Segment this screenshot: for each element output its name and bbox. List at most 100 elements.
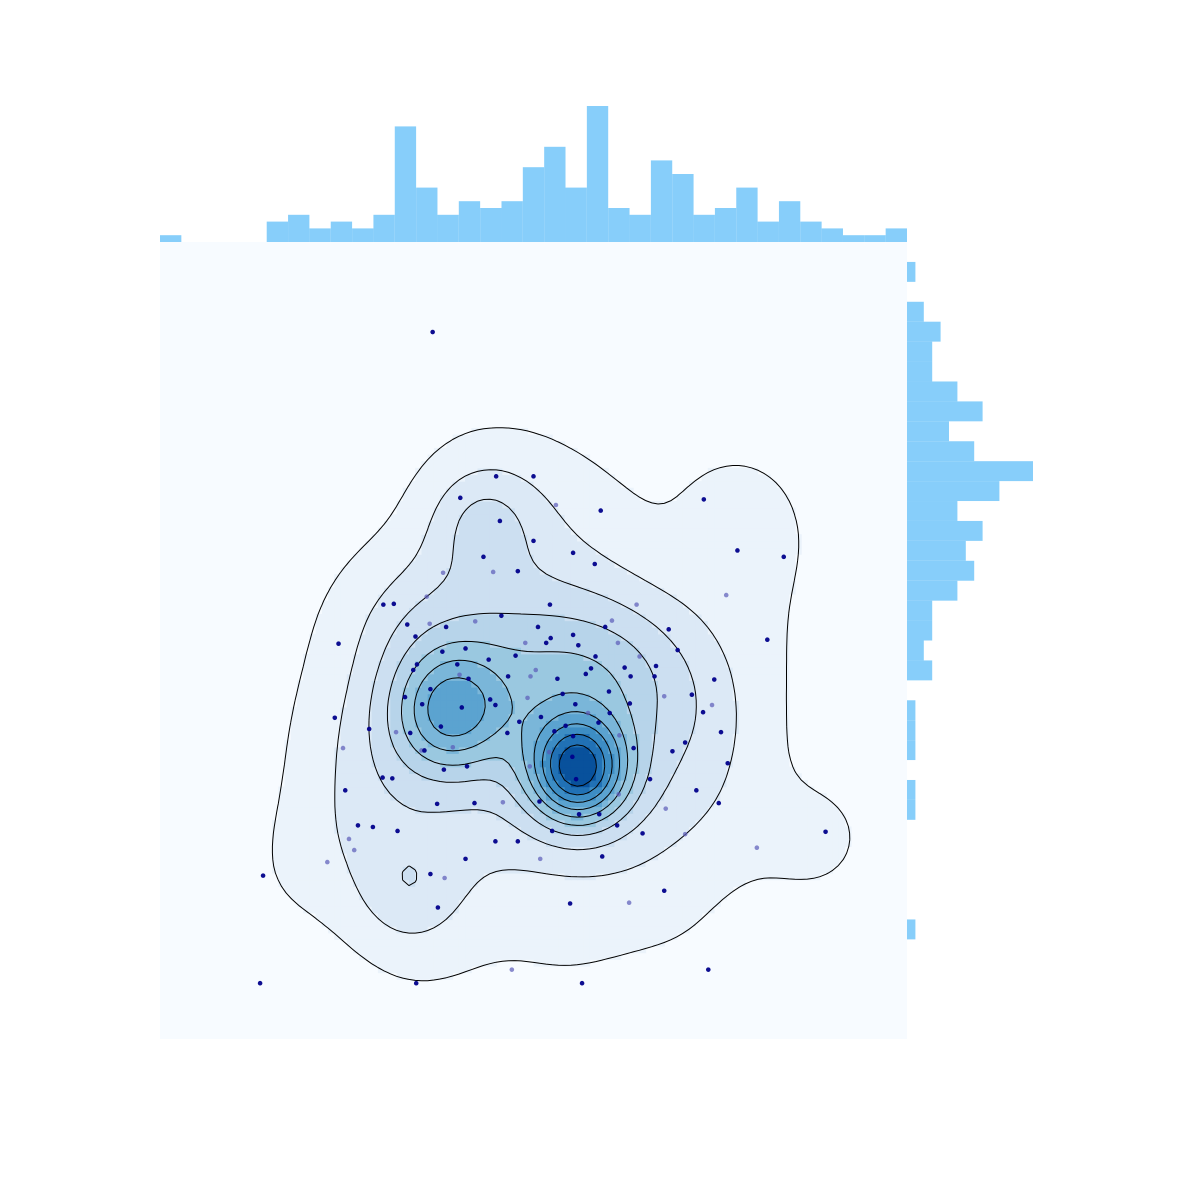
kde-fill-cell: [601, 892, 609, 901]
kde-fill-cell: [651, 640, 659, 648]
kde-fill-cell: [533, 534, 541, 542]
kde-fill-cell: [296, 746, 304, 755]
kde-fill-cell: [433, 534, 441, 542]
kde-fill-cell: [558, 700, 566, 708]
kde-fill-cell: [757, 580, 765, 588]
kde-fill-cell: [757, 700, 765, 708]
kde-fill-cell: [402, 959, 410, 967]
kde-fill-cell: [496, 926, 503, 934]
kde-fill-cell: [321, 627, 329, 635]
kde-fill-cell: [738, 753, 746, 761]
kde-fill-cell: [446, 886, 454, 894]
kde-fill-cell: [346, 773, 354, 781]
kde-fill-cell: [502, 607, 510, 615]
kde-fill-cell: [465, 627, 472, 635]
kde-fill-cell: [433, 607, 441, 615]
kde-fill-cell: [514, 607, 522, 615]
kde-fill-cell: [595, 607, 603, 615]
kde-fill-cell: [514, 534, 522, 542]
kde-fill-cell: [477, 853, 485, 861]
kde-fill-cell: [770, 680, 777, 688]
kde-fill-cell: [601, 640, 609, 648]
kde-fill-cell: [695, 892, 703, 901]
kde-fill-cell: [489, 793, 497, 801]
kde-fill-cell: [695, 912, 703, 921]
kde-fill-cell: [359, 700, 367, 708]
kde-fill-cell: [427, 819, 435, 828]
kde-fill-cell: [633, 660, 640, 668]
kde-fill-cell: [278, 813, 286, 821]
kde-fill-cell: [664, 740, 672, 748]
kde-fill-cell: [446, 806, 454, 814]
kde-fill-cell: [707, 680, 715, 688]
kde-fill-cell: [539, 872, 547, 881]
kde-fill-cell: [689, 720, 696, 728]
kde-fill-cell: [465, 653, 472, 662]
kde-fill-cell: [714, 886, 721, 894]
kde-fill-cell: [676, 753, 684, 761]
kde-fill-cell: [601, 713, 609, 721]
kde-fill-cell: [446, 540, 454, 549]
kde-fill-cell: [552, 779, 559, 788]
kde-fill-cell: [415, 826, 423, 834]
kde-fill-cell: [321, 906, 329, 914]
kde-fill-cell: [315, 853, 323, 861]
kde-fill-cell: [583, 627, 591, 635]
kde-fill-cell: [682, 673, 690, 681]
kde-fill-cell: [608, 926, 616, 934]
kde-fill-cell: [334, 686, 342, 695]
kde-fill-cell: [639, 686, 647, 695]
kde-fill-cell: [751, 753, 759, 761]
kde-fill-cell: [714, 853, 721, 861]
kde-fill-cell: [365, 700, 373, 708]
kde-fill-cell: [465, 594, 472, 602]
kde-fill-cell: [527, 640, 535, 648]
kde-fill-cell: [433, 912, 441, 921]
kde-fill-cell: [645, 853, 653, 861]
kde-fill-cell: [458, 700, 466, 708]
kde-fill-cell: [309, 773, 317, 781]
kde-fill-cell: [328, 673, 335, 681]
kde-fill-cell: [770, 540, 777, 549]
kde-fill-cell: [446, 574, 454, 582]
kde-fill-cell: [483, 799, 491, 808]
kde-fill-cell: [664, 760, 672, 768]
kde-fill-cell: [365, 906, 373, 914]
kde-fill-cell: [371, 872, 379, 881]
kde-fill-cell: [645, 859, 653, 867]
kde-fill-cell: [782, 633, 790, 642]
kde-fill-cell: [601, 952, 609, 960]
kde-fill-cell: [838, 846, 846, 854]
kde-fill-cell: [782, 839, 790, 847]
kde-fill-cell: [564, 560, 572, 569]
kde-fill-cell: [670, 899, 678, 907]
kde-fill-cell: [446, 620, 454, 628]
kde-fill-cell: [446, 554, 454, 562]
kde-fill-cell: [788, 826, 796, 834]
kde-fill-cell: [676, 633, 684, 642]
kde-fill-cell: [328, 799, 335, 808]
kde-fill-cell: [751, 706, 759, 715]
kde-fill-cell: [738, 866, 746, 874]
kde-fill-cell: [826, 839, 833, 847]
kde-fill-cell: [471, 833, 479, 841]
kde-fill-cell: [527, 939, 535, 947]
kde-fill-cell: [726, 706, 734, 715]
kde-fill-cell: [639, 799, 647, 808]
kde-fill-cell: [471, 946, 479, 954]
kde-fill-cell: [776, 680, 784, 688]
kde-fill-cell: [346, 833, 354, 841]
kde-fill-cell: [570, 932, 578, 940]
kde-fill-cell: [564, 726, 572, 735]
kde-fill-cell: [577, 919, 584, 927]
kde-fill-cell: [390, 760, 398, 768]
marginal-x-bar: [416, 187, 438, 242]
kde-fill-cell: [340, 919, 348, 927]
kde-fill-cell: [483, 534, 491, 542]
kde-fill-cell: [433, 819, 441, 828]
kde-fill-cell: [365, 627, 373, 635]
kde-fill-cell: [352, 660, 360, 668]
kde-fill-cell: [701, 872, 709, 881]
kde-fill-cell: [539, 892, 547, 901]
kde-fill-cell: [633, 680, 640, 688]
